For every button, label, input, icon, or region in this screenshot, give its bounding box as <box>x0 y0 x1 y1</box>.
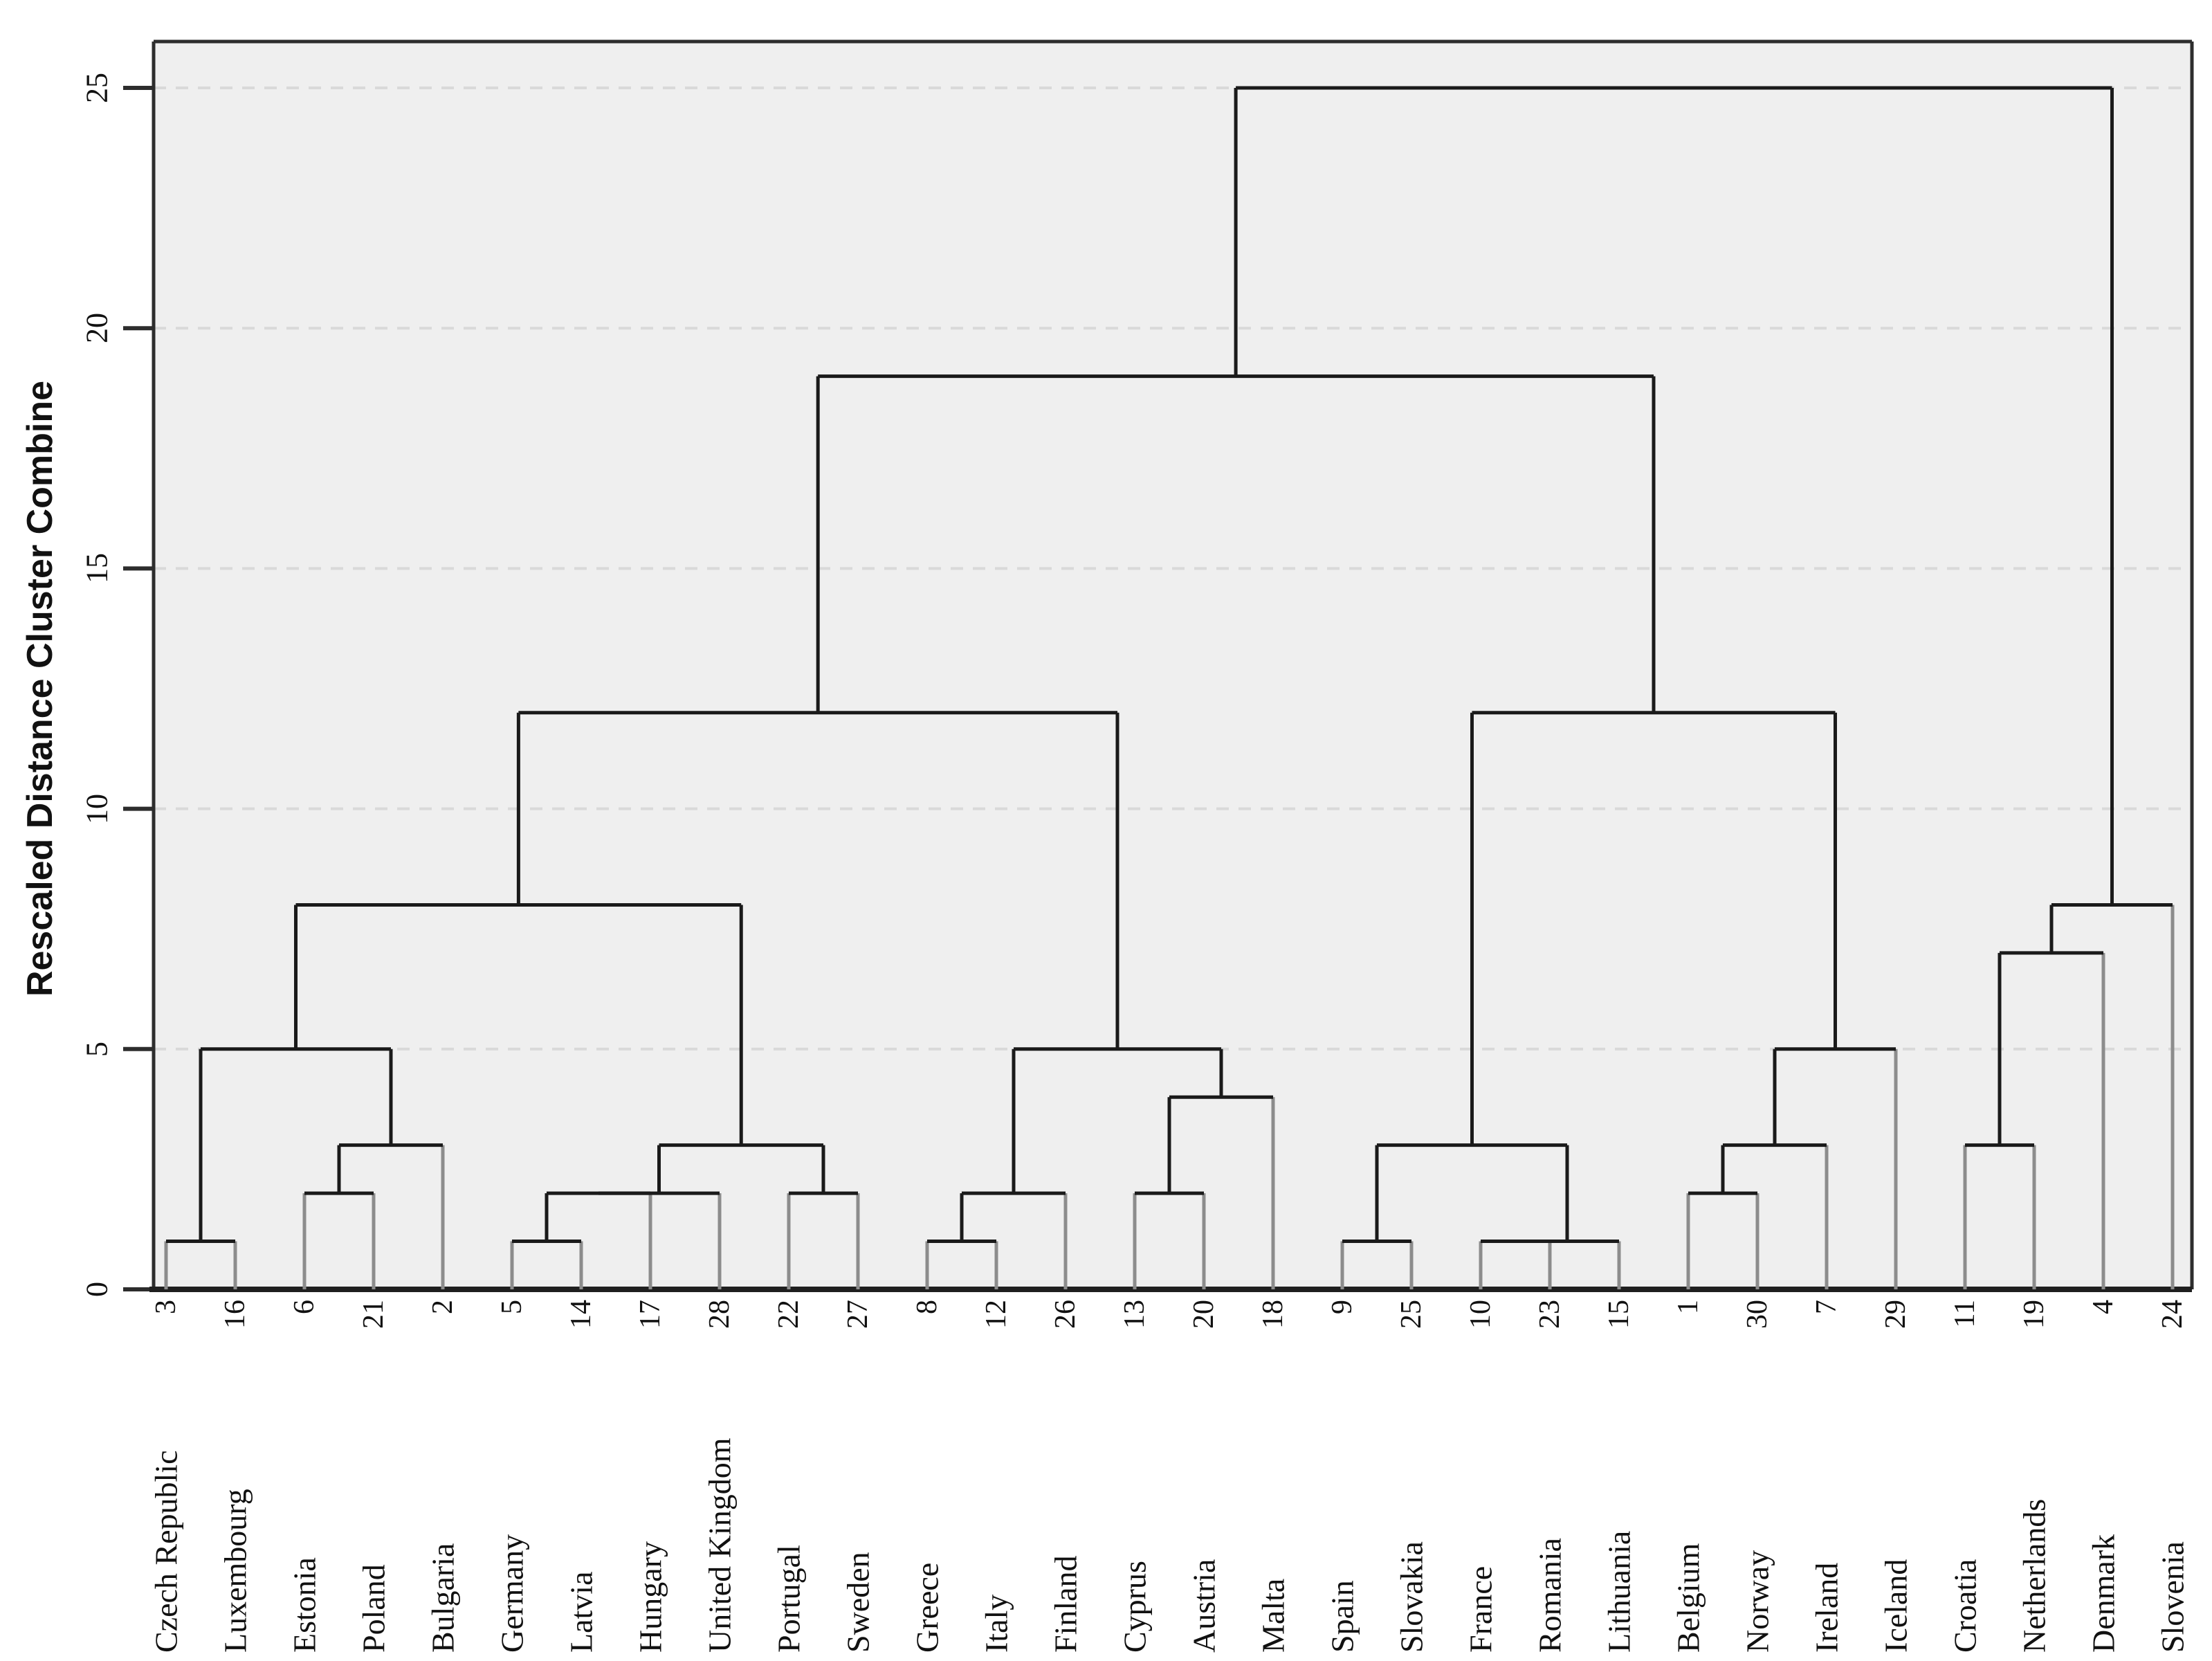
leaf-case-number: 3 <box>150 1300 182 1314</box>
leaf-case-number: 19 <box>2018 1300 2050 1329</box>
leaf-case-number: 24 <box>2157 1300 2188 1329</box>
leaf-country-label: Czech Republic <box>148 1450 184 1653</box>
leaf-case-number: 29 <box>1880 1300 1912 1329</box>
leaf-case-number: 20 <box>1188 1300 1220 1329</box>
leaf-case-number: 14 <box>565 1300 597 1329</box>
leaf-case-number: 12 <box>980 1300 1012 1329</box>
leaf-country-label: Hungary <box>632 1541 668 1653</box>
leaf-case-number: 22 <box>773 1300 805 1329</box>
leaf-country-label: Ireland <box>1809 1562 1845 1653</box>
leaf-country-label: Italy <box>978 1594 1014 1653</box>
leaf-country-label: Finland <box>1048 1555 1084 1653</box>
leaf-country-label: Slovenia <box>2155 1541 2191 1653</box>
leaf-case-number: 18 <box>1257 1300 1289 1329</box>
leaf-case-number: 11 <box>1949 1300 1981 1328</box>
leaf-case-number: 4 <box>2087 1300 2119 1314</box>
leaf-country-label: France <box>1463 1565 1499 1653</box>
leaf-country-label: Netherlands <box>2016 1498 2052 1653</box>
leaf-country-label: Latvia <box>563 1571 599 1653</box>
leaf-case-number: 21 <box>358 1300 390 1329</box>
leaf-country-label: Croatia <box>1947 1559 1983 1653</box>
leaf-case-number: 2 <box>427 1300 459 1314</box>
leaf-case-number: 27 <box>842 1300 874 1329</box>
leaf-country-label: Portugal <box>771 1545 807 1653</box>
leaf-country-label: Poland <box>356 1564 392 1653</box>
plot-background <box>154 42 2192 1289</box>
leaf-case-number: 26 <box>1050 1300 1081 1329</box>
leaf-country-label: Cyprus <box>1117 1561 1153 1653</box>
leaf-case-number: 28 <box>704 1300 735 1329</box>
leaf-country-label: Spain <box>1324 1580 1360 1653</box>
y-tick-label: 0 <box>80 1282 114 1297</box>
leaf-country-label: Bulgaria <box>425 1543 461 1653</box>
y-axis-title: Rescaled Distance Cluster Combine <box>20 380 60 997</box>
leaf-country-label: Norway <box>1739 1550 1775 1653</box>
leaf-country-label: Romania <box>1532 1537 1568 1653</box>
leaf-case-number: 23 <box>1534 1300 1566 1329</box>
leaf-country-label: Sweden <box>840 1552 876 1653</box>
leaf-case-number: 17 <box>634 1300 666 1329</box>
leaf-country-label: United Kingdom <box>702 1437 738 1653</box>
leaf-country-label: Denmark <box>2085 1534 2121 1653</box>
leaf-case-number: 16 <box>219 1300 251 1329</box>
leaf-country-label: Malta <box>1255 1578 1291 1653</box>
leaf-country-label: Estonia <box>286 1557 322 1653</box>
leaf-case-number: 9 <box>1326 1300 1358 1314</box>
leaf-country-label: Iceland <box>1878 1559 1914 1653</box>
leaf-country-label: Luxembourg <box>217 1489 253 1653</box>
leaf-case-number: 25 <box>1396 1300 1427 1329</box>
y-tick-label: 10 <box>80 793 114 824</box>
leaf-country-label: Belgium <box>1670 1543 1706 1653</box>
y-tick-label: 20 <box>80 313 114 344</box>
leaf-case-number: 5 <box>496 1300 528 1314</box>
leaf-case-number: 8 <box>911 1300 943 1314</box>
leaf-country-label: Germany <box>494 1534 530 1653</box>
y-tick-label: 5 <box>80 1041 114 1057</box>
leaf-case-number: 15 <box>1603 1300 1635 1329</box>
leaf-country-label: Slovakia <box>1393 1541 1429 1653</box>
leaf-case-number: 6 <box>289 1300 320 1314</box>
leaf-case-number: 13 <box>1119 1300 1151 1329</box>
y-tick-label: 15 <box>80 553 114 584</box>
y-tick-label: 25 <box>80 73 114 103</box>
leaf-case-number: 1 <box>1672 1300 1704 1314</box>
leaf-country-label: Greece <box>909 1562 945 1653</box>
leaf-case-number: 30 <box>1742 1300 1773 1329</box>
leaf-case-number: 10 <box>1465 1300 1497 1329</box>
leaf-country-label: Austria <box>1186 1559 1222 1653</box>
leaf-case-number: 7 <box>1811 1300 1843 1314</box>
leaf-country-label: Lithuania <box>1601 1530 1637 1653</box>
